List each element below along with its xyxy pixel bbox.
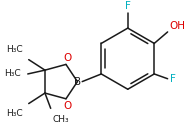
Text: O: O bbox=[64, 52, 72, 62]
Text: F: F bbox=[125, 1, 131, 11]
Text: O: O bbox=[64, 101, 72, 111]
Text: H₃C: H₃C bbox=[4, 69, 21, 79]
Text: H₃C: H₃C bbox=[6, 109, 23, 118]
Text: F: F bbox=[170, 74, 175, 84]
Text: OH: OH bbox=[170, 21, 185, 31]
Text: H₃C: H₃C bbox=[6, 45, 23, 54]
Text: CH₃: CH₃ bbox=[53, 115, 69, 124]
Text: B: B bbox=[74, 77, 81, 87]
